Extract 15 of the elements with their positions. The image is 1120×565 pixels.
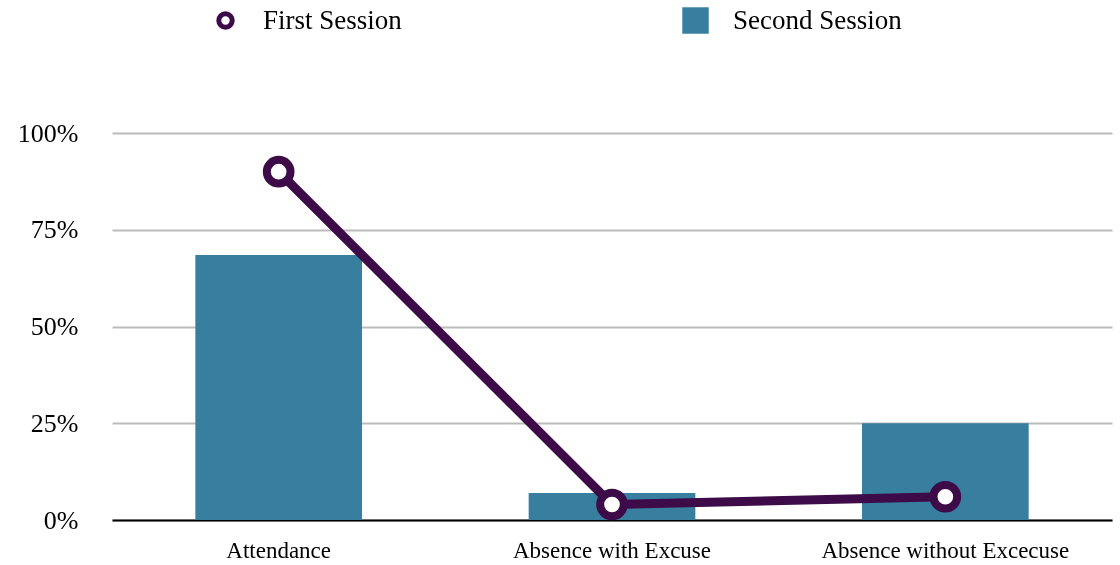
point: [596, 488, 628, 521]
y-tick-label: 50%: [30, 312, 79, 341]
legend-label: Second Session: [733, 4, 903, 35]
y-tick-label: 75%: [30, 215, 79, 245]
y-tick-label: 100%: [17, 118, 79, 148]
x-tick-label: Attendance: [226, 537, 332, 563]
x-tick-label: Absence without Excecuse: [821, 537, 1070, 563]
bar: [862, 423, 1029, 520]
y-tick-label: 25%: [30, 408, 79, 438]
point: [262, 155, 295, 188]
bar: [195, 254, 362, 520]
point: [929, 480, 962, 513]
x-tick-label: Absence with Excuse: [513, 537, 711, 563]
y-tick-label: 0%: [43, 505, 79, 535]
legend-label: First Session: [263, 4, 403, 35]
